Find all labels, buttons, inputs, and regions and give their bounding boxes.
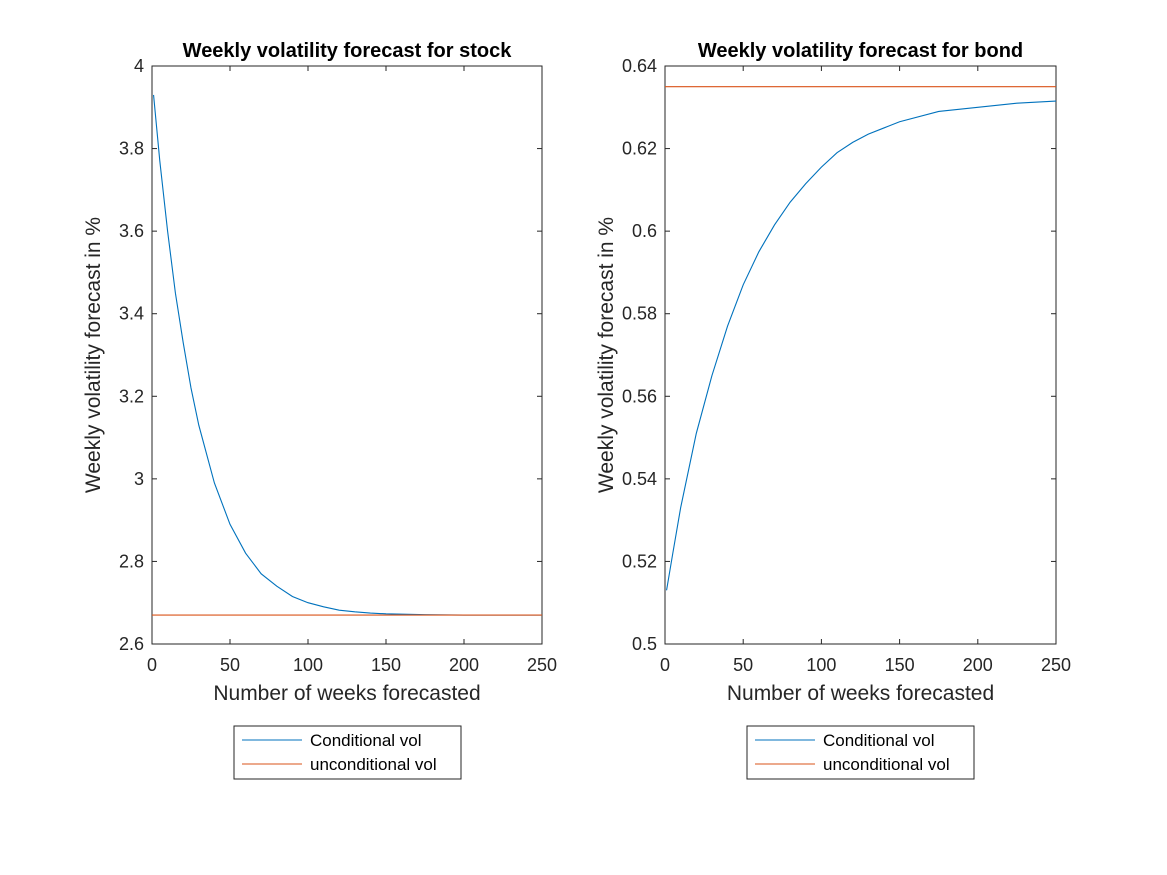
y-tick-label: 2.6 <box>119 634 144 654</box>
y-tick-label: 0.6 <box>632 221 657 241</box>
bond-volatility-chart: 0 50 100 150 200 250 0.5 0.52 0.54 0.56 0.58 0.6 0.6… <box>595 40 1071 780</box>
x-tick-label: 250 <box>527 655 557 675</box>
x-tick-label: 50 <box>733 655 753 675</box>
plot-area <box>664 65 1057 645</box>
y-tick-label: 3.8 <box>119 139 144 159</box>
legend: Conditional vol unconditional vol <box>233 725 462 780</box>
x-tick-label: 50 <box>220 655 240 675</box>
y-tick-label: 0.5 <box>632 634 657 654</box>
y-tick-label: 0.54 <box>622 469 657 489</box>
x-axis-label: Number of weeks forecasted <box>727 682 994 705</box>
series-line-conditional-vol <box>153 94 542 616</box>
chart-title: Weekly volatility forecast for stock <box>183 40 513 62</box>
y-tick-label: 0.52 <box>622 551 657 571</box>
legend-entry-label: unconditional vol <box>310 755 437 774</box>
x-tick-label: 100 <box>293 655 323 675</box>
y-tick-label: 3.6 <box>119 221 144 241</box>
y-tick-label: 3.2 <box>119 386 144 406</box>
y-tick-label: 4 <box>134 56 144 76</box>
chart-title: Weekly volatility forecast for bond <box>698 40 1023 62</box>
y-tick-label: 3.4 <box>119 304 144 324</box>
y-tick-label: 3 <box>134 469 144 489</box>
x-axis-label: Number of weeks forecasted <box>213 682 480 705</box>
legend-entry-label: Conditional vol <box>310 731 422 750</box>
y-axis-label: Weekly volatility forecast in % <box>82 217 105 493</box>
legend-entry-label: unconditional vol <box>823 755 950 774</box>
stock-volatility-chart: 0 50 100 150 200 250 2.6 2.8 3 3.2 3.4 3.6 3.8 4 Weekl… <box>82 40 557 780</box>
legend-box <box>233 725 462 780</box>
series-line-conditional-vol <box>666 100 1057 591</box>
x-tick-label: 200 <box>963 655 993 675</box>
y-tick-label: 2.8 <box>119 551 144 571</box>
legend-entry-label: Conditional vol <box>823 731 935 750</box>
legend-box <box>746 725 975 780</box>
x-tick-label: 200 <box>449 655 479 675</box>
x-tick-label: 250 <box>1041 655 1071 675</box>
legend: Conditional vol unconditional vol <box>746 725 975 780</box>
y-tick-label: 0.62 <box>622 139 657 159</box>
x-tick-label: 150 <box>371 655 401 675</box>
y-tick-label: 0.64 <box>622 56 657 76</box>
x-tick-label: 100 <box>806 655 836 675</box>
x-tick-label: 150 <box>885 655 915 675</box>
y-tick-label: 0.58 <box>622 304 657 324</box>
y-axis-label: Weekly volatility forecast in % <box>595 217 618 493</box>
x-tick-label: 0 <box>660 655 670 675</box>
plot-area <box>151 65 543 645</box>
y-tick-label: 0.56 <box>622 386 657 406</box>
x-tick-label: 0 <box>147 655 157 675</box>
